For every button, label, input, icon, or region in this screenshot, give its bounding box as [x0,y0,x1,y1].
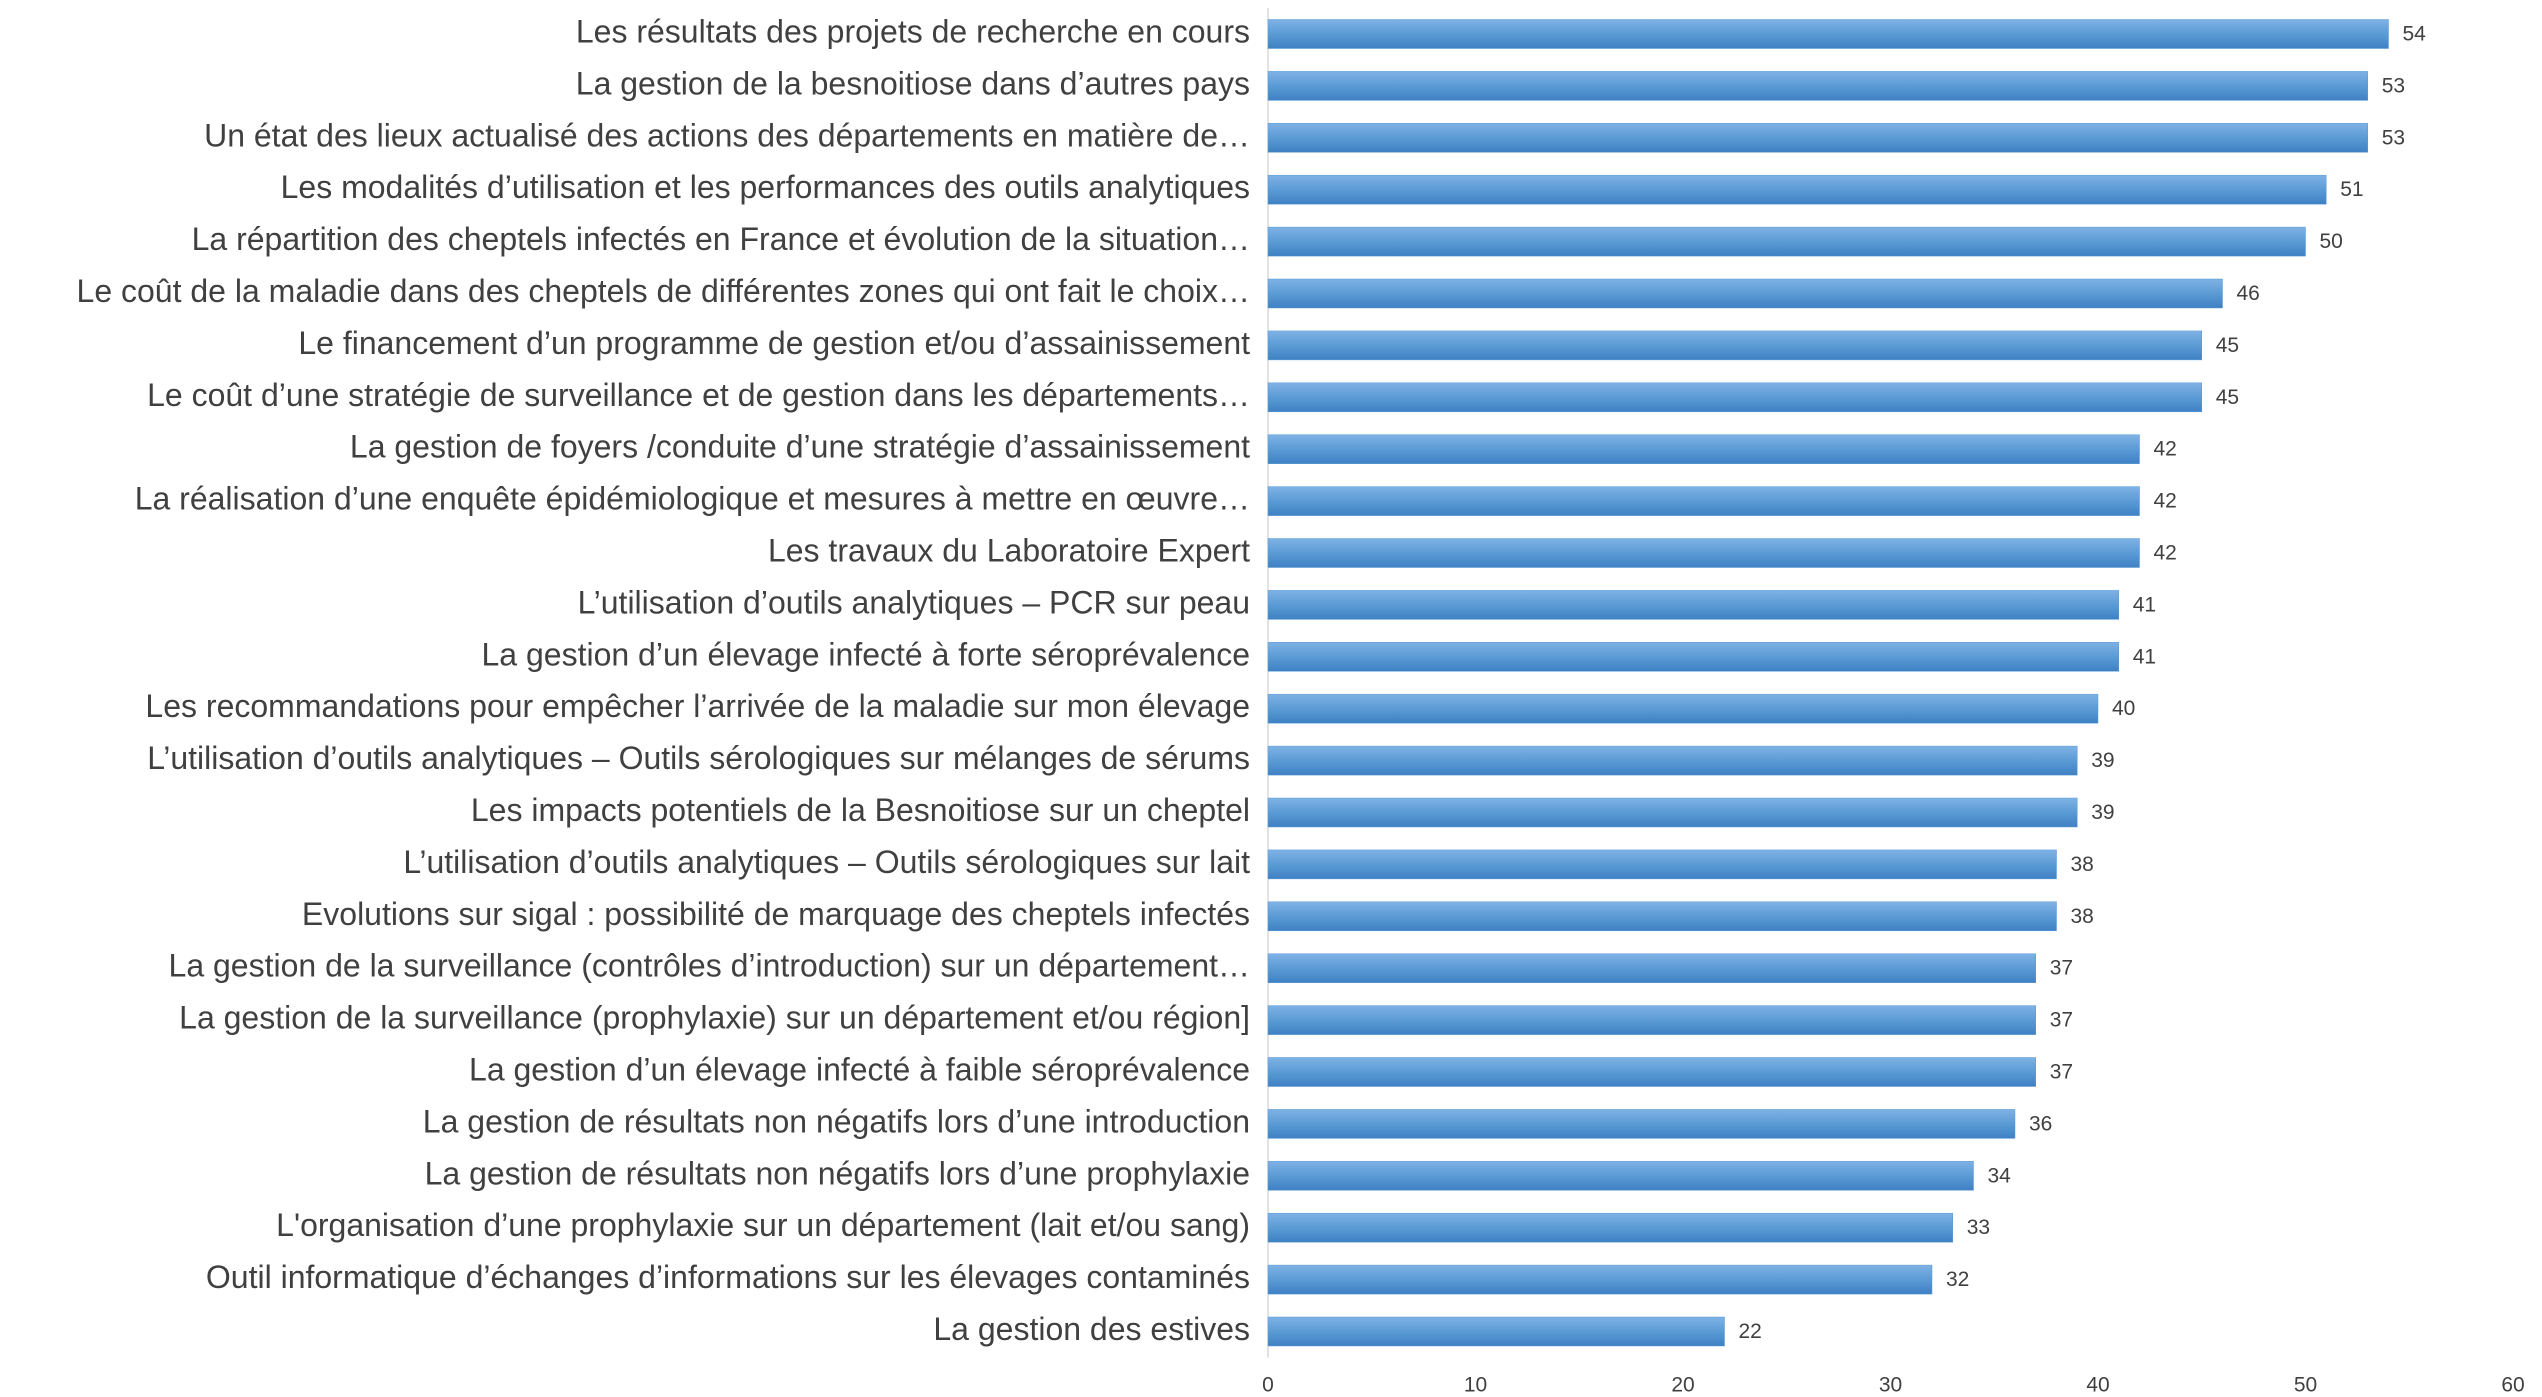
category-label: La répartition des cheptels infectés en … [192,221,1250,257]
category-label: La gestion de la surveillance (contrôles… [169,948,1250,984]
category-label: Evolutions sur sigal : possibilité de ma… [302,896,1250,932]
value-label: 33 [1967,1216,1990,1239]
bar [1267,693,2099,724]
bar [1267,901,2057,932]
category-label: Les travaux du Laboratoire Expert [768,532,1250,568]
value-label: 41 [2133,593,2156,616]
bar [1267,278,2223,309]
x-tick-label: 40 [2086,1374,2109,1397]
bar [1267,590,2119,620]
x-tick-label: 30 [1879,1374,1902,1397]
category-label: L’utilisation d’outils analytiques – Out… [147,740,1250,776]
category-label: La gestion des estives [933,1311,1250,1347]
value-label: 42 [2154,542,2177,565]
x-tick-label: 20 [1671,1374,1694,1397]
bar [1267,1005,2036,1035]
bar [1267,953,2036,983]
x-tick-label: 10 [1464,1374,1487,1397]
value-label: 37 [2050,1009,2073,1032]
value-label: 22 [1739,1320,1762,1343]
bar [1267,1316,1725,1347]
value-label: 50 [2320,230,2343,253]
value-label: 53 [2382,126,2405,149]
value-label: 41 [2133,645,2156,668]
bar [1267,745,2078,776]
bar [1267,642,2119,672]
bar [1267,123,2368,153]
bar [1267,330,2202,361]
value-label: 39 [2091,749,2114,772]
bar [1267,226,2306,257]
category-label: Les modalités d’utilisation et les perfo… [281,169,1250,205]
category-label: Outil informatique d’échanges d’informat… [206,1259,1250,1295]
bar [1267,174,2327,205]
x-tick-label: 0 [1262,1374,1274,1397]
bar [1267,1264,1933,1295]
category-label: Les résultats des projets de recherche e… [576,13,1250,49]
category-label: La gestion d’un élevage infecté à faible… [469,1051,1250,1087]
category-label: La gestion de la surveillance (prophylax… [179,1000,1250,1036]
bar [1267,849,2057,880]
bar [1267,1057,2036,1087]
category-label: Le coût d’une stratégie de surveillance … [147,377,1250,413]
category-label: Le coût de la maladie dans des cheptels … [77,273,1250,309]
value-label: 46 [2237,282,2260,305]
category-label: La gestion de foyers /conduite d’une str… [350,429,1250,465]
value-label: 45 [2216,334,2239,357]
value-label: 51 [2340,178,2363,201]
category-label: Les impacts potentiels de la Besnoitiose… [471,792,1250,828]
x-tick-label: 60 [2501,1374,2524,1397]
category-label: La gestion d’un élevage infecté à forte … [481,636,1250,672]
bar [1267,19,2389,49]
category-label: L’utilisation d’outils analytiques – Out… [403,844,1250,880]
bar [1267,486,2140,516]
bar [1267,1109,2016,1139]
bar [1267,71,2368,101]
category-label: L'organisation d’une prophylaxie sur un … [276,1207,1250,1243]
value-label: 45 [2216,386,2239,409]
category-label: La réalisation d’une enquête épidémiolog… [135,481,1250,517]
value-label: 34 [1988,1164,2012,1187]
bar [1267,538,2140,568]
category-label: La gestion de la besnoitiose dans d’autr… [576,65,1250,101]
category-label: Un état des lieux actualisé des actions … [204,117,1250,153]
bar [1267,1212,1953,1243]
category-label: L’utilisation d’outils analytiques – PCR… [578,584,1250,620]
value-label: 37 [2050,957,2073,980]
value-label: 38 [2071,905,2094,928]
category-label: La gestion de résultats non négatifs lor… [423,1103,1250,1139]
value-label: 37 [2050,1061,2073,1084]
bar [1267,434,2140,464]
value-label: 54 [2403,23,2427,46]
value-label: 38 [2071,853,2094,876]
category-label: Les recommandations pour empêcher l’arri… [145,688,1250,724]
value-label: 53 [2382,74,2405,97]
bar [1267,382,2202,413]
value-label: 39 [2091,801,2114,824]
category-label: Le financement d’un programme de gestion… [298,325,1250,361]
value-label: 42 [2154,490,2177,513]
value-label: 36 [2029,1112,2052,1135]
value-label: 42 [2154,438,2177,461]
value-label: 32 [1946,1268,1969,1291]
bar [1267,1161,1974,1191]
category-label: La gestion de résultats non négatifs lor… [425,1155,1250,1191]
bar [1267,797,2078,828]
value-label: 40 [2112,697,2135,720]
x-tick-label: 50 [2294,1374,2317,1397]
